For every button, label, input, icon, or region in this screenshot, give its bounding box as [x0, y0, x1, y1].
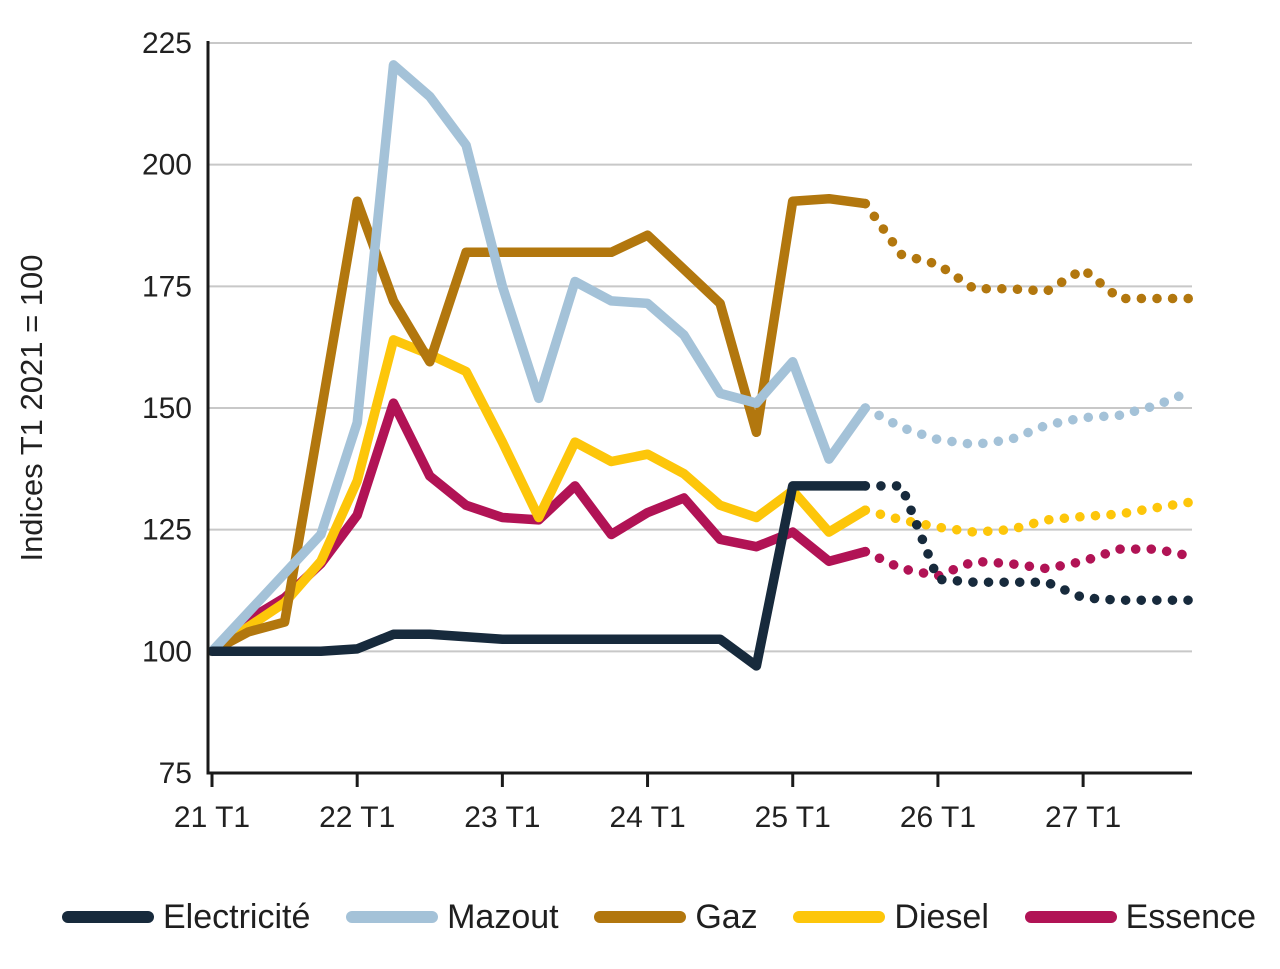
series-layer: [207, 60, 1197, 671]
legend-label-essence: Essence: [1125, 897, 1256, 936]
series-line-gaz: [207, 193, 871, 657]
y-tick-label-75: 75: [159, 757, 192, 790]
series-forecast-essence: [860, 544, 1197, 581]
series-forecast-gaz: [860, 198, 1197, 304]
x-tick-label-26-t1: 26 T1: [900, 801, 976, 834]
legend-swatch-mazout: [346, 911, 439, 923]
series-forecast-electricite: [860, 481, 1197, 605]
x-tick-label-25-t1: 25 T1: [755, 801, 831, 834]
y-axis-title: Indices T1 2021 = 100: [14, 254, 49, 561]
legend-swatch-essence: [1024, 911, 1117, 923]
series-line-mazout: [207, 60, 871, 657]
legend-item-gaz: Gaz: [594, 897, 758, 937]
legend-item-electricite: Electricité: [62, 898, 310, 937]
legend: Electricité Mazout Gaz Diesel Essence: [0, 875, 1280, 969]
y-tick-label-225: 225: [142, 27, 192, 60]
legend-item-essence: Essence: [1024, 897, 1256, 937]
axis-labels: 225 200 175 150 125 100 75 21 T1 22 T1 23 T1 24 T1…: [142, 27, 1121, 834]
axes: [206, 41, 1192, 787]
legend-item-diesel: Diesel: [793, 897, 989, 937]
gridlines: [207, 42, 1192, 653]
series-forecast-mazout: [860, 386, 1197, 450]
legend-item-mazout: Mazout: [346, 898, 559, 937]
series-line-diesel: [207, 335, 871, 657]
y-tick-label-200: 200: [142, 149, 192, 182]
chart-svg: 225 200 175 150 125 100 75 21 T1 22 T1 23 T1 24 T1…: [14, 27, 1197, 834]
legend-swatch-gaz: [594, 911, 687, 923]
y-tick-label-125: 125: [142, 514, 192, 547]
series-line-electricite: [207, 481, 871, 671]
y-tick-label-175: 175: [142, 270, 192, 303]
series-forecast-diesel: [860, 497, 1197, 537]
x-tick-label-22-t1: 22 T1: [319, 801, 395, 834]
y-tick-label-150: 150: [142, 392, 192, 425]
legend-label-electricite: Electricité: [163, 897, 311, 936]
legend-label-gaz: Gaz: [695, 897, 758, 936]
x-tick-label-23-t1: 23 T1: [464, 801, 540, 834]
legend-swatch-diesel: [793, 911, 886, 923]
legend-label-mazout: Mazout: [447, 897, 559, 936]
legend-swatch-electricite: [62, 911, 154, 923]
legend-label-diesel: Diesel: [894, 897, 989, 936]
x-tick-label-24-t1: 24 T1: [609, 801, 685, 834]
x-tick-label-27-t1: 27 T1: [1045, 801, 1121, 834]
x-tick-label-21-t1: 21 T1: [174, 801, 250, 834]
y-tick-label-100: 100: [142, 635, 192, 668]
